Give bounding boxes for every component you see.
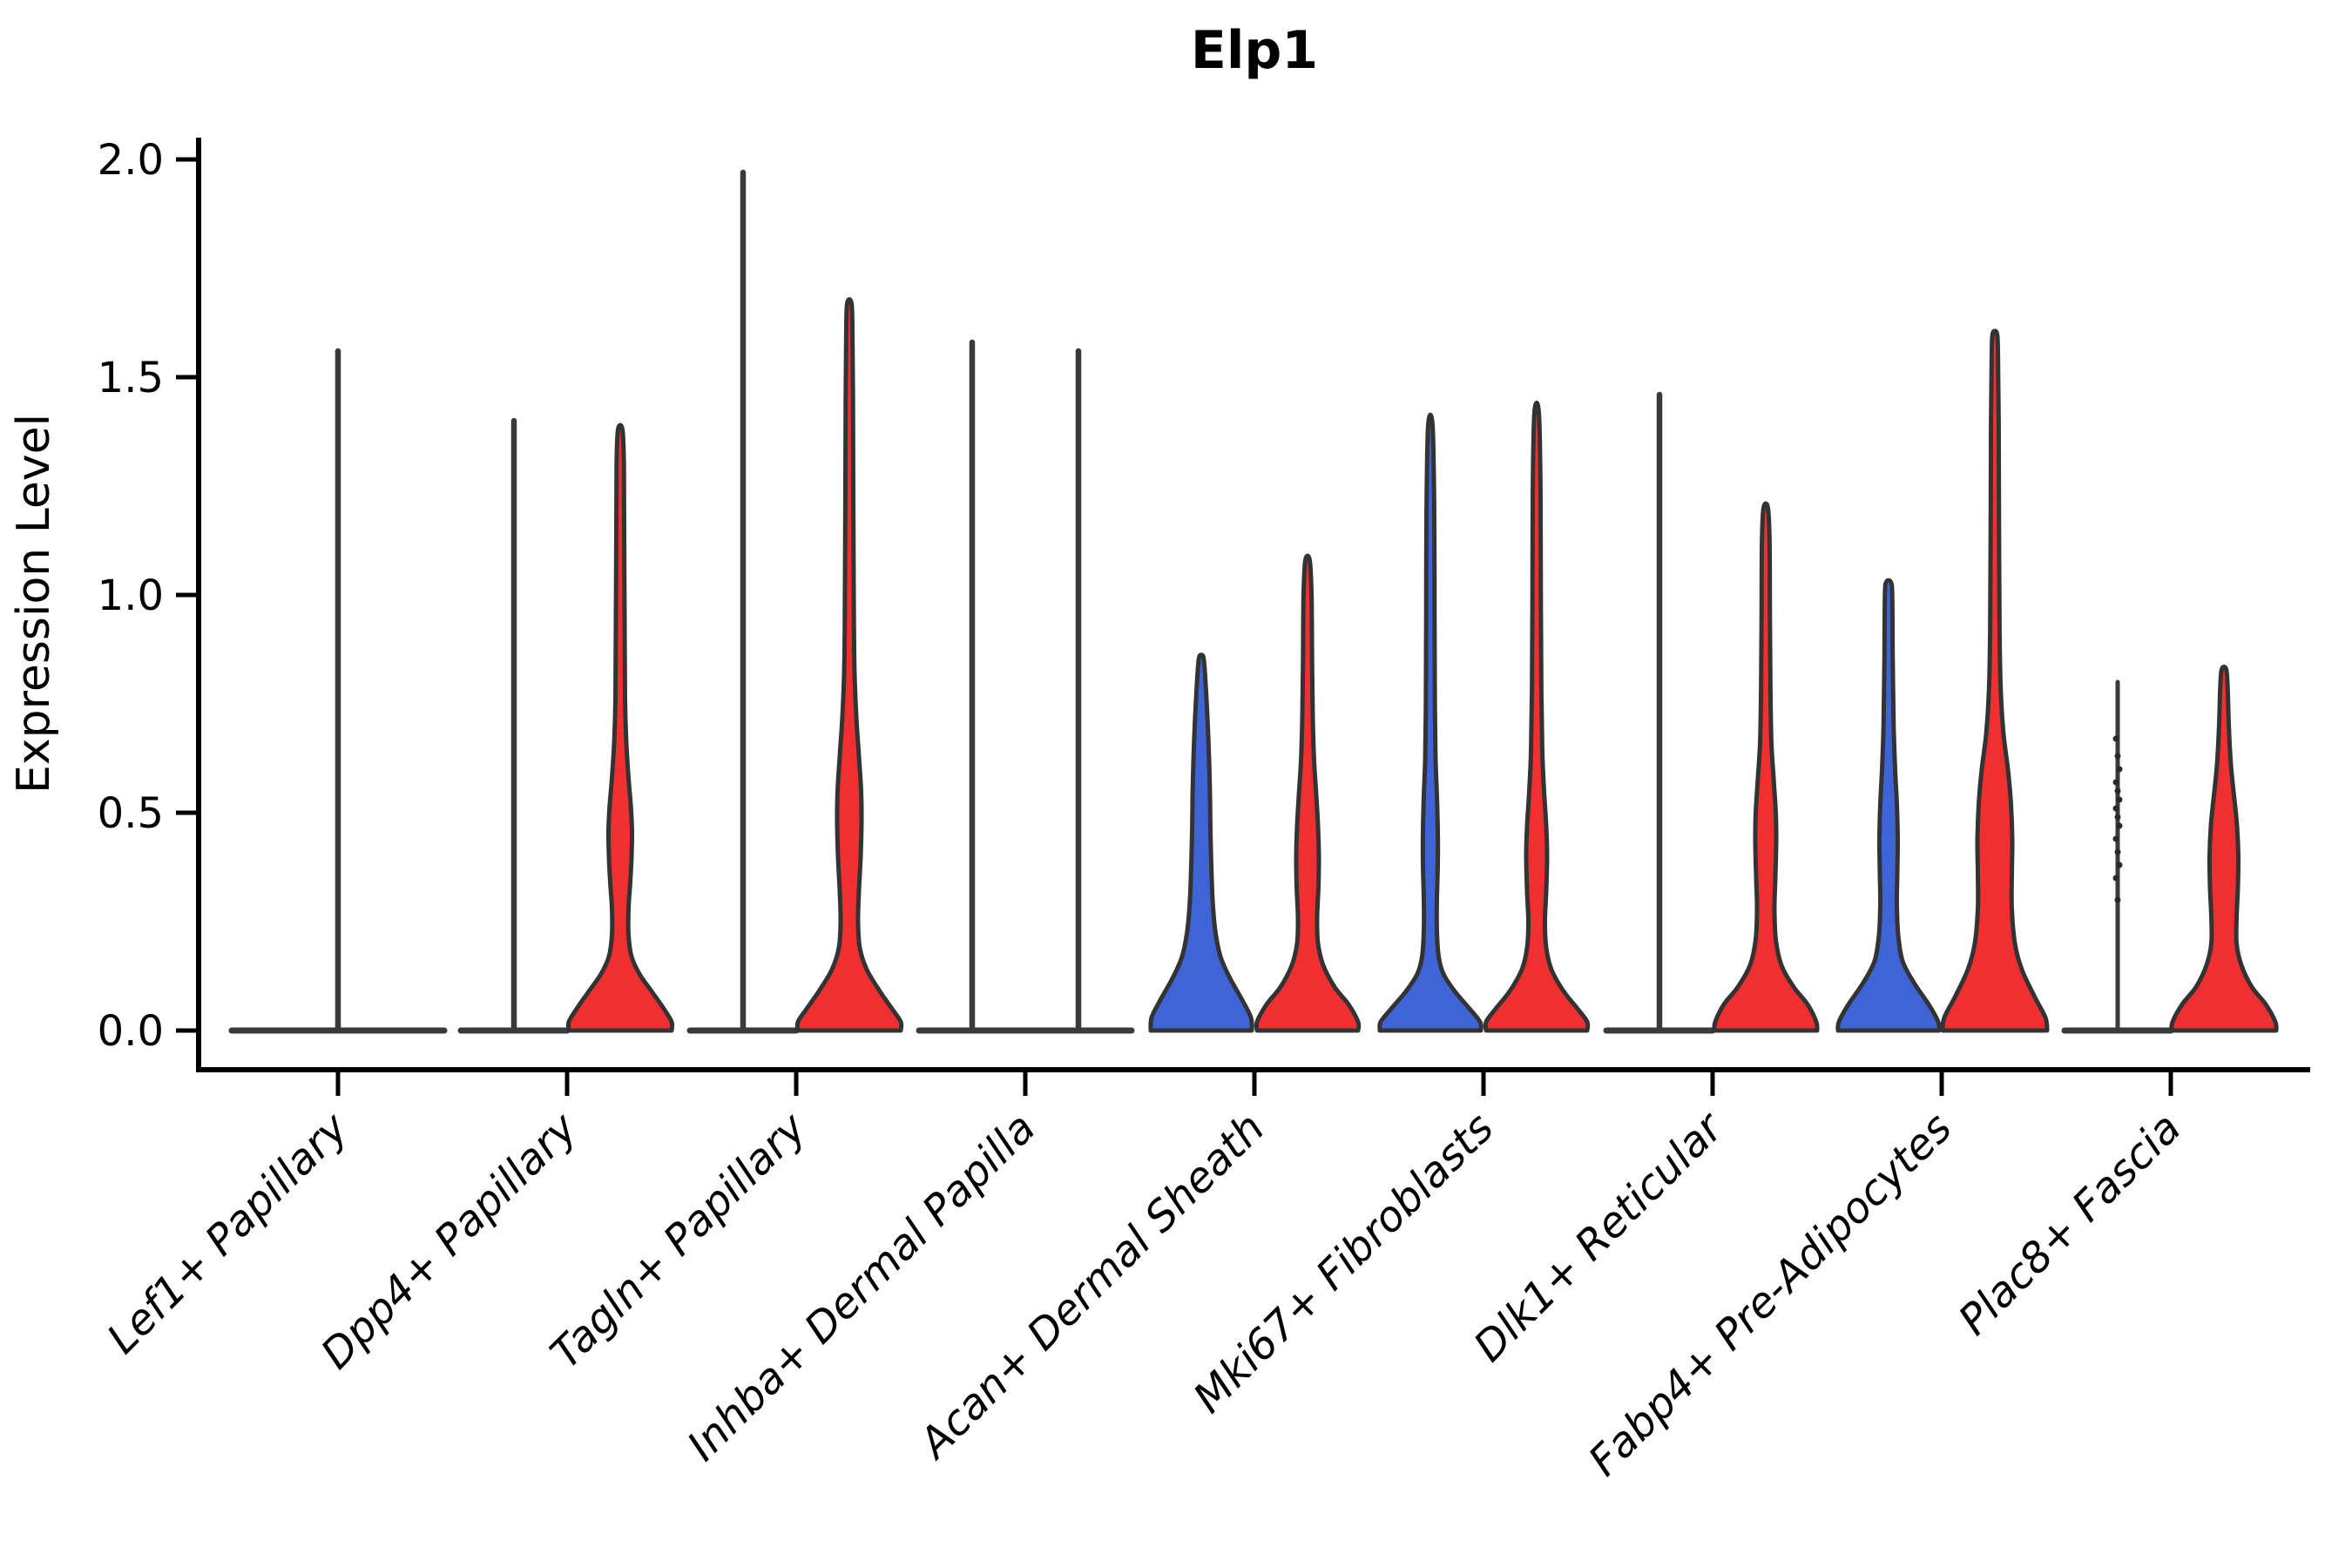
violin-fabp4-pre-adipocytes-right bbox=[1940, 328, 2050, 1033]
jitter-point bbox=[2114, 896, 2121, 903]
violin-group-dlk1-reticular bbox=[1603, 391, 1820, 1034]
jitter-point bbox=[2112, 735, 2119, 742]
y-tick-label: 1.5 bbox=[98, 354, 164, 402]
violin-tagln-papillary-right bbox=[794, 297, 904, 1033]
violin-group-acan-dermal-sheath bbox=[1148, 553, 1362, 1033]
x-tick-label-plac8-fascia: Plac8+ Fascia bbox=[1950, 1104, 2191, 1345]
violin-plac8-fascia-right bbox=[2169, 665, 2279, 1033]
jitter-point bbox=[2112, 835, 2119, 842]
jitter-point bbox=[2116, 822, 2123, 829]
y-tick-label: 0.0 bbox=[98, 1007, 164, 1056]
jitter-point bbox=[2114, 787, 2121, 794]
jitter-point bbox=[2116, 862, 2123, 868]
jitter-point bbox=[2114, 753, 2121, 760]
violin-group-mki67-fibroblasts bbox=[1377, 400, 1591, 1033]
y-tick-label: 0.5 bbox=[98, 789, 164, 838]
violin-acan-dermal-sheath-left bbox=[1148, 652, 1254, 1033]
violin-group-dpp4-papillary bbox=[457, 417, 675, 1034]
y-tick-label: 1.0 bbox=[98, 571, 164, 620]
violins-layer bbox=[228, 169, 2279, 1034]
violin-group-plac8-fascia bbox=[2061, 665, 2279, 1034]
violin-dlk1-reticular-right bbox=[1712, 501, 1820, 1033]
violin-group-fabp4-pre-adipocytes bbox=[1835, 328, 2050, 1033]
jitter-point bbox=[2116, 796, 2123, 803]
violin-dpp4-papillary-right bbox=[565, 422, 675, 1033]
violin-fabp4-pre-adipocytes-left bbox=[1835, 578, 1942, 1033]
chart-title: Elp1 bbox=[1191, 20, 1318, 81]
y-axis-ticks: 0.0 0.5 1.0 1.5 2.0 bbox=[98, 136, 199, 1056]
jitter-point bbox=[2112, 875, 2119, 882]
violin-mki67-fibroblasts-left bbox=[1377, 412, 1484, 1033]
violin-mki67-fibroblasts-right bbox=[1483, 400, 1591, 1033]
jitter-point bbox=[2114, 814, 2121, 821]
violin-acan-dermal-sheath-right bbox=[1254, 553, 1362, 1033]
jitter-point bbox=[2112, 779, 2119, 786]
violin-group-lef1-papillary bbox=[228, 348, 448, 1034]
x-tick-label-dlk1-reticular: Dlk1+ Reticular bbox=[1464, 1102, 1734, 1372]
x-tick-label-dpp4-papillary: Dpp4+ Papillary bbox=[312, 1103, 587, 1378]
y-tick-label: 2.0 bbox=[98, 136, 164, 185]
x-tick-label-tagln-papillary: Tagln+ Papillary bbox=[541, 1103, 816, 1378]
y-axis-label: Expression Level bbox=[8, 414, 60, 794]
x-tick-label-fabp4-pre-adipocytes: Fabp4+ Pre-Adipocytes bbox=[1579, 1104, 1962, 1486]
violin-group-inhba-dermal-papilla bbox=[916, 339, 1135, 1034]
jitter-point bbox=[2114, 848, 2121, 855]
jitter-point bbox=[2116, 766, 2123, 773]
jitter-point bbox=[2112, 805, 2119, 812]
x-tick-label-lef1-papillary: Lef1+ Papillary bbox=[98, 1103, 358, 1363]
violin-group-tagln-papillary bbox=[686, 169, 904, 1034]
